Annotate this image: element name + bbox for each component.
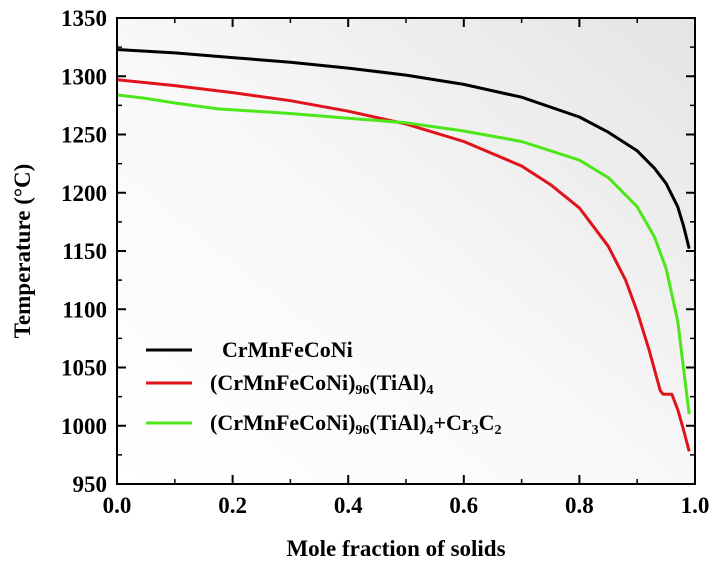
plot-background — [117, 18, 695, 484]
series-line-0 — [116, 48, 691, 250]
y-tick-label: 1250 — [61, 123, 107, 148]
series-line-1 — [116, 78, 691, 452]
x-tick-label: 0.2 — [218, 493, 247, 518]
legend-label-crmnfeconi: CrMnFeCoNi — [222, 337, 353, 362]
series-layer — [116, 48, 691, 452]
y-tick-label: 1350 — [61, 6, 107, 31]
x-tick-label: 0.6 — [449, 493, 478, 518]
y-tick-label: 1300 — [61, 64, 107, 89]
y-tick-label: 1100 — [62, 297, 107, 322]
y-tick-label: 1000 — [61, 414, 107, 439]
y-tick-label: 1200 — [61, 181, 107, 206]
x-tick-label: 0.0 — [103, 493, 132, 518]
axes-layer: 0.0 0.2 0.4 0.6 0.8 1.0 950 1000 1050 1100 1150 120… — [10, 6, 709, 561]
y-axis-title: Temperature (°C) — [10, 164, 35, 339]
x-tick-label: 0.4 — [334, 493, 363, 518]
x-tick-label: 1.0 — [681, 493, 710, 518]
y-tick-label: 1050 — [61, 356, 107, 381]
series-line-2 — [116, 93, 691, 415]
x-tick-label: 0.8 — [565, 493, 594, 518]
legend: CrMnFeCoNi (CrMnFeCoNi)96(TiAl)4 (CrMnFe… — [146, 337, 502, 438]
legend-label-tial-cr3c2: (CrMnFeCoNi)96(TiAl)4+Cr3C2 — [210, 410, 502, 438]
y-tick-label: 1150 — [62, 239, 107, 264]
y-tick-label: 950 — [73, 472, 108, 497]
legend-label-tial: (CrMnFeCoNi)96(TiAl)4 — [210, 370, 433, 398]
x-axis-title: Mole fraction of solids — [286, 536, 505, 561]
